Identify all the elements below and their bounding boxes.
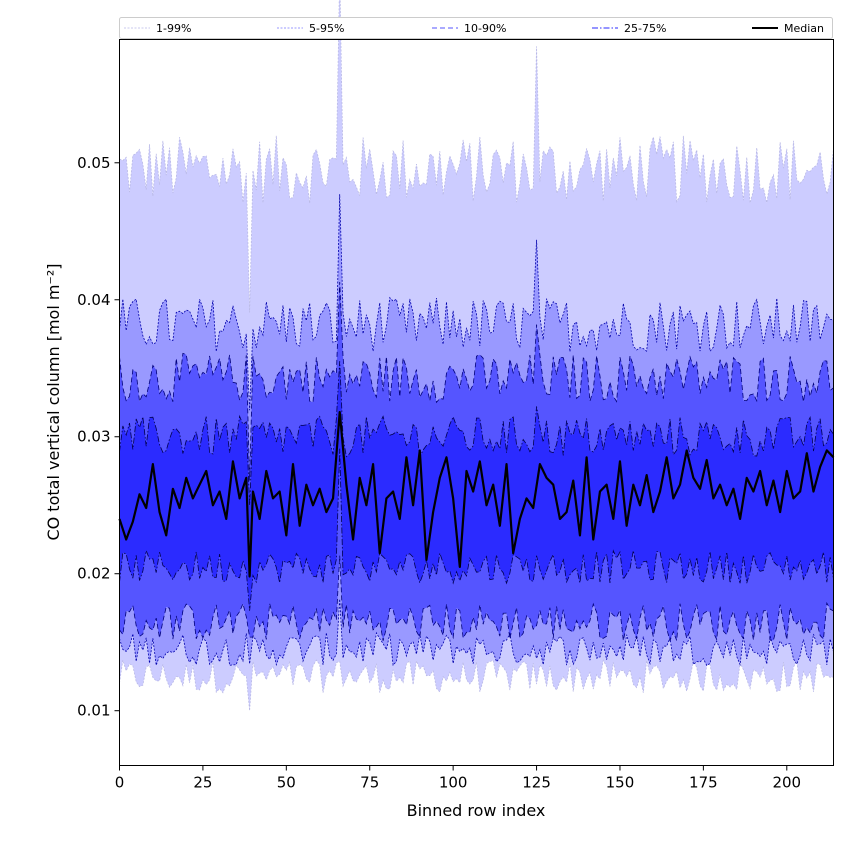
median-series [118,410,835,578]
legend-box [119,17,833,39]
x-tick-label: 125 [522,774,551,792]
x-axis-label: Binned row index [407,801,546,820]
y-tick-label: 0.03 [77,428,110,446]
legend-label: 5-95% [309,22,344,35]
median-line [118,410,835,578]
x-tick-label: 150 [606,774,635,792]
band-line-1-99%-upper [119,0,834,313]
band-line-1-99%-lower [119,659,834,711]
band-line-5-95%-lower [119,599,834,667]
x-tick-label: 75 [360,774,379,792]
y-tick-label: 0.02 [77,565,110,583]
band-line-25-75%-upper [119,361,834,506]
x-tick-label: 175 [689,774,718,792]
x-tick-label: 25 [193,774,212,792]
x-tick-label: 200 [772,774,801,792]
band-line-10-90%-lower [119,555,834,643]
legend-label: Median [784,22,824,35]
x-axis-ticks: 0 25 50 75 100 125 150 175 200 [115,765,801,792]
legend-label: 1-99% [156,22,191,35]
x-tick-label: 0 [115,774,125,792]
band-boundary-lines [119,0,834,711]
band-line-25-75%-lower [119,448,834,611]
y-axis-ticks: 0.01 0.02 0.03 0.04 0.05 [77,154,120,720]
x-tick-label: 100 [439,774,468,792]
band-line-5-95%-upper [119,194,834,411]
band-line-10-90%-upper [119,281,834,481]
band-area-25-75% [119,361,834,611]
x-tick-label: 50 [277,774,296,792]
y-tick-label: 0.01 [77,702,110,720]
y-axis-label: CO total vertical column [mol m⁻²] [44,263,63,540]
plot-frame [119,39,834,766]
legend-label: 25-75% [624,22,666,35]
band-areas [119,0,834,711]
y-tick-label: 0.04 [77,291,110,309]
legend-label: 10-90% [464,22,506,35]
y-tick-label: 0.05 [77,154,110,172]
legend: 1-99% 5-95% 10-90% 25-75% Median [119,17,833,39]
